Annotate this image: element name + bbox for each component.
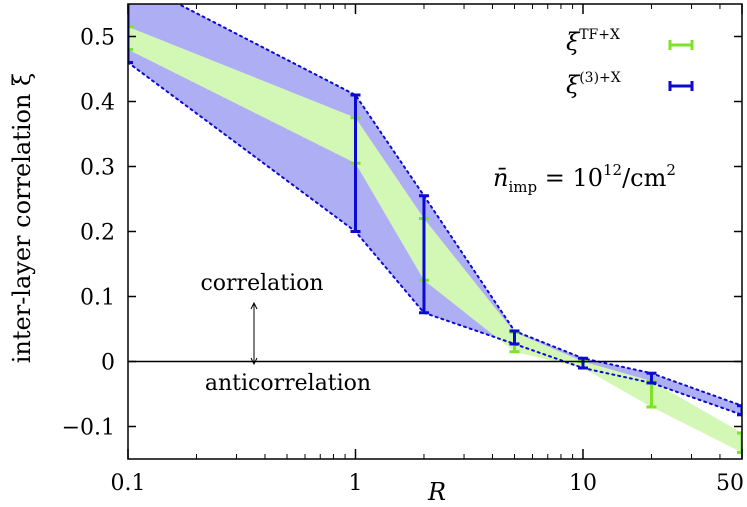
legend-label-tf: ξTF+X: [566, 27, 620, 56]
x-tick-label: 1: [348, 471, 362, 496]
errorbar-0-4: [577, 356, 588, 370]
x-tick-label: 0.1: [111, 471, 146, 496]
x-tick-label: 10: [569, 471, 597, 496]
errorbar-0-0: [128, 4, 133, 64]
errorbar-0-5: [646, 371, 657, 385]
errorbar-1-0: [128, 25, 133, 51]
legend-swatch-tf: [668, 40, 694, 50]
legend-item-xi3: ξ(3)+X: [566, 70, 694, 99]
y-tick-label: −0.1: [62, 416, 115, 441]
legend-swatch-xi3: [668, 81, 694, 91]
y-tick-label: 0.1: [80, 286, 115, 311]
legend-item-tf: ξTF+X: [566, 27, 694, 56]
anticorrelation-label: anticorrelation: [205, 371, 371, 396]
y-tick-label: 0.3: [80, 156, 115, 181]
x-tick-label: 50: [716, 471, 744, 496]
density-annotation: n̄imp = 1012/cm2: [493, 161, 676, 196]
legend-label-xi3: ξ(3)+X: [566, 70, 621, 99]
band-0: [128, 4, 742, 415]
band-1: [128, 26, 742, 453]
y-axis-label: inter-layer correlation ξ: [8, 73, 36, 364]
ticks-layer: 0.5 0.4 0.3 0.2 0.1 0 −0.1 0.1 1 10 50: [62, 4, 744, 496]
x-axis-label: R: [427, 478, 446, 506]
y-tick-label: 0: [101, 351, 115, 376]
correlation-label: correlation: [200, 271, 323, 296]
double-arrow-icon: [250, 301, 258, 366]
errorbar-0-2: [418, 194, 429, 315]
errorbar-0-1: [350, 93, 361, 233]
legend: ξTF+X ξ(3)+X: [566, 27, 694, 99]
errorbar-1-6: [737, 431, 742, 454]
errorbar-0-6: [737, 404, 742, 417]
y-tick-label: 0.4: [80, 91, 115, 116]
y-tick-label: 0.5: [80, 26, 115, 51]
y-tick-label: 0.2: [80, 221, 115, 246]
errorbar-0-3: [509, 329, 520, 346]
